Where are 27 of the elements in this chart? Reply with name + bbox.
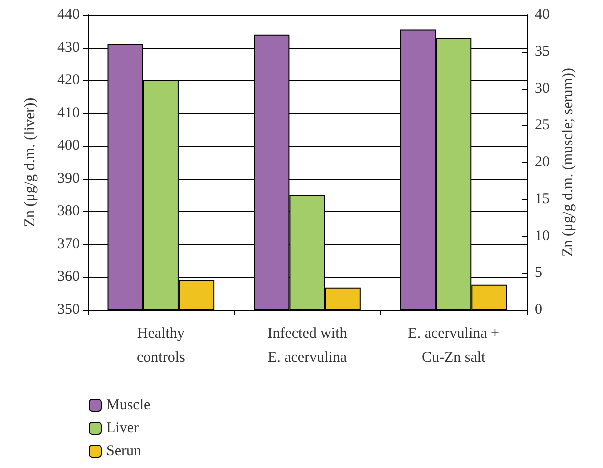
y-tick-label: 350 (58, 302, 80, 318)
y-tick-label: 380 (58, 204, 80, 220)
legend-label: Serun (106, 444, 142, 460)
y-tick-label: 440 (58, 7, 80, 23)
y2-axis-title: Zn (μg/g d.m. (muscle; serum)) (560, 68, 576, 257)
y-tick-label: 390 (58, 170, 80, 187)
y2-tick-label: 20 (535, 154, 550, 170)
y2-tick-label: 15 (535, 191, 550, 208)
y-tick-label: 400 (58, 138, 80, 154)
y-tick-label: 420 (58, 72, 80, 89)
y-tick-label: 370 (58, 236, 80, 252)
y2-tick-label: 40 (535, 7, 550, 23)
y-tick-label: 360 (58, 269, 80, 286)
y2-tick-label: 35 (535, 44, 550, 60)
y2-tick-label: 25 (535, 118, 550, 134)
y2-tick-label: 0 (535, 302, 542, 318)
y-axis-title: Zn (μg/g d.m. (liver)) (22, 98, 38, 228)
legend-label: Liver (106, 420, 139, 436)
x-tick-label: Infected with E. acervulina (268, 326, 348, 366)
y2-tick-label: 5 (535, 265, 542, 282)
x-tick-label: Healthy controls (137, 326, 186, 366)
y2-tick-label: 30 (535, 80, 550, 97)
x-tick-label: E. acervulina + Cu-Zn salt (408, 326, 500, 366)
y-tick-label: 430 (58, 40, 80, 56)
y2-tick-label: 10 (535, 228, 550, 244)
y-tick-label: 410 (58, 105, 80, 122)
legend-label: Muscle (106, 398, 151, 414)
